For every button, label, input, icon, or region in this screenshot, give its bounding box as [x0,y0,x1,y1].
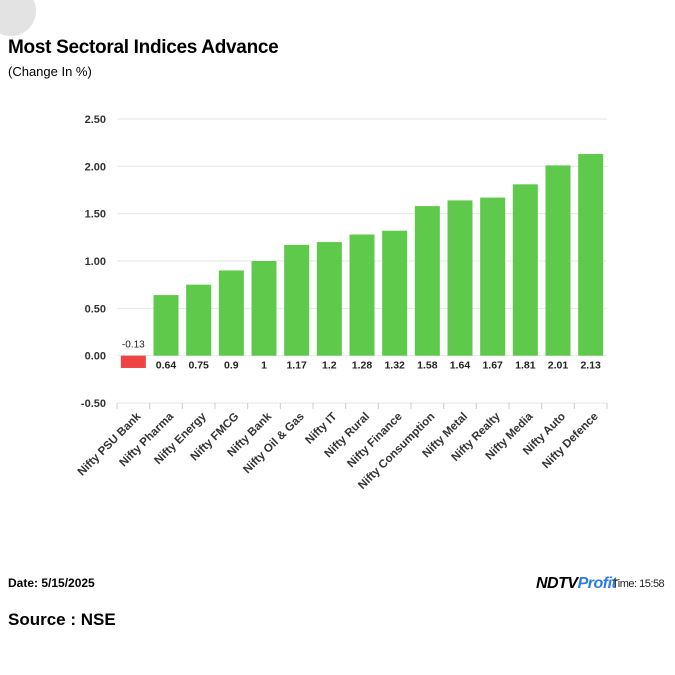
data-label: 0.75 [188,360,209,372]
y-tick-label: -0.50 [81,398,106,410]
source-label: Source : NSE [8,610,116,629]
data-label: 1.2 [322,360,337,372]
data-label: 1.17 [286,360,307,372]
y-tick-label: 1.50 [85,209,106,221]
data-label: -0.13 [122,340,145,351]
bar [251,261,277,356]
y-tick-label: 1.00 [85,256,106,268]
data-label: 1.81 [515,360,536,372]
brand-main: NDTV [536,575,578,592]
y-tick-label: 2.00 [85,161,106,173]
data-label: 1.64 [450,360,471,372]
bar [186,284,212,356]
bar [382,230,408,356]
bar [153,295,179,356]
chart-subtitle: (Change In %) [8,64,92,79]
data-label: 1.28 [352,360,373,372]
y-tick-label: 0.00 [85,351,106,363]
data-label: 1.67 [482,360,503,372]
bar [218,270,244,356]
bar [316,242,342,356]
bar [349,234,375,356]
x-category-label: Nifty Oil & Gas [241,411,306,476]
chart-title: Most Sectoral Indices Advance [8,37,279,58]
data-label: 2.13 [580,360,601,372]
bar [545,165,571,356]
bar [284,244,310,356]
data-label: 1 [261,360,267,372]
data-label: 1.32 [384,360,405,372]
brand-accent: Profit [577,575,617,592]
data-label: 1.58 [417,360,438,372]
brand-logo: NDTVProfit Time: 15:58 [536,575,665,593]
time-label: Time: 15:58 [612,578,665,590]
data-label: 0.9 [224,360,239,372]
bar [120,355,146,368]
bar [447,200,473,356]
bar [480,197,506,356]
y-tick-label: 0.50 [85,303,106,315]
data-label: 0.64 [156,360,177,372]
bar [414,206,440,356]
bar [512,184,538,356]
data-label: 2.01 [548,360,569,372]
bar [578,154,604,356]
y-tick-label: 2.50 [85,114,106,126]
date-label: Date: 5/15/2025 [8,576,95,590]
